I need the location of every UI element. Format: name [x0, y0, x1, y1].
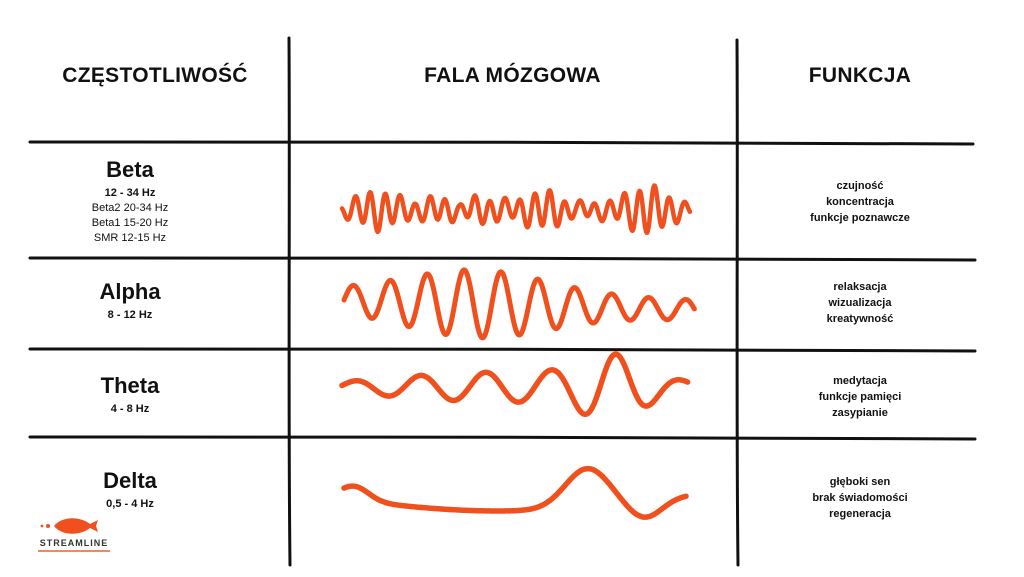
row-subrange: SMR 12-15 Hz: [93, 232, 167, 244]
row-delta-functions: głęboki sen brak świadomości regeneracja: [745, 474, 975, 522]
row-alpha-frequency: Alpha 8 - 12 Hz: [30, 279, 230, 323]
row-divider-3: [28, 435, 977, 441]
row-name: Alpha: [99, 279, 161, 304]
function-item: brak świadomości: [812, 492, 908, 504]
alpha-wave: [341, 267, 697, 341]
header-frequency: CZĘSTOTLIWOŚĆ: [62, 64, 248, 87]
header-brain-wave: FALA MÓZGOWA: [424, 64, 601, 87]
row-divider-2: [28, 347, 977, 353]
row-subrange: Beta2 20-34 Hz: [91, 202, 169, 214]
row-divider-1: [28, 256, 977, 262]
row-beta-functions: czujność koncentracja funkcje poznawcze: [745, 178, 975, 226]
function-item: medytacja: [833, 375, 887, 387]
function-item: regeneracja: [829, 508, 891, 520]
logo-underline: [38, 550, 110, 552]
function-item: głęboki sen: [829, 476, 891, 488]
header-function: FUNKCJA: [808, 64, 912, 87]
streamline-logo: STREAMLINE: [32, 514, 116, 558]
row-theta-functions: medytacja funkcje pamięci zasypianie: [745, 373, 975, 421]
row-name: Beta: [106, 157, 154, 182]
row-beta-frequency: Beta 12 - 34 Hz Beta2 20-34 Hz Beta1 15-…: [30, 157, 230, 246]
row-name: Delta: [103, 468, 157, 493]
row-alpha-functions: relaksacja wizualizacja kreatywność: [745, 279, 975, 327]
function-item: kreatywność: [826, 313, 894, 325]
column-divider-left: [287, 36, 292, 567]
function-item: funkcje pamięci: [818, 391, 902, 403]
row-theta-frequency: Theta 4 - 8 Hz: [30, 373, 230, 417]
column-divider-right: [735, 38, 740, 567]
fish-logo-icon: [40, 518, 98, 534]
function-item: koncentracja: [826, 196, 894, 208]
function-item: funkcje poznawcze: [810, 212, 910, 224]
function-item: wizualizacja: [828, 297, 892, 309]
row-range: 8 - 12 Hz: [107, 309, 153, 321]
row-subrange: Beta1 15-20 Hz: [91, 217, 169, 229]
delta-wave: [341, 465, 689, 520]
row-range: 12 - 34 Hz: [104, 187, 156, 199]
row-range: 4 - 8 Hz: [110, 403, 150, 415]
function-item: czujność: [836, 180, 884, 192]
row-range: 0,5 - 4 Hz: [106, 498, 154, 510]
header-divider: [28, 140, 975, 146]
row-delta-frequency: Delta 0,5 - 4 Hz: [30, 468, 230, 512]
beta-wave: [339, 183, 693, 235]
row-name: Theta: [100, 373, 160, 398]
function-item: zasypianie: [832, 407, 888, 419]
function-item: relaksacja: [833, 281, 887, 293]
theta-wave: [339, 351, 691, 418]
logo-text: STREAMLINE: [39, 538, 109, 548]
